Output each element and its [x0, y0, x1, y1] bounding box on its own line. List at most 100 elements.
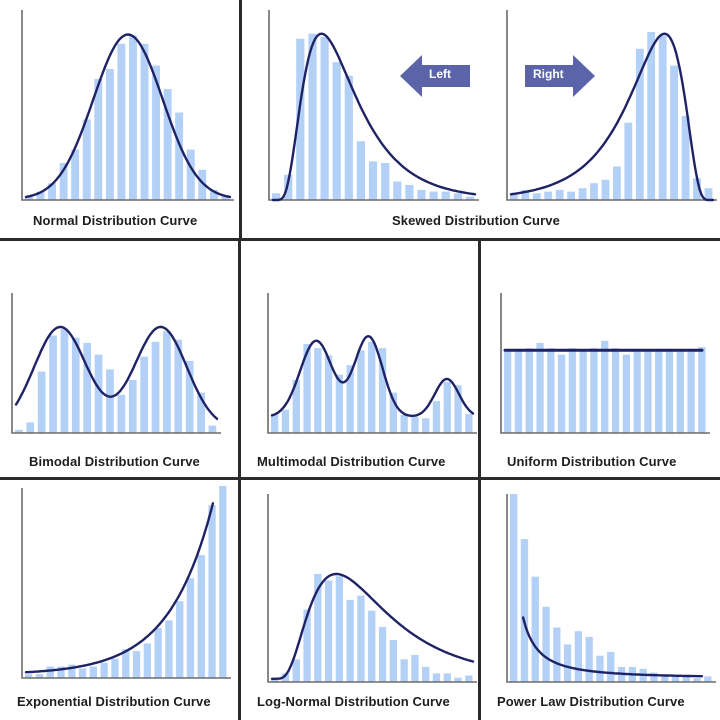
histogram-bar [465, 196, 475, 200]
histogram-bar [26, 422, 35, 433]
histogram-bar [186, 578, 195, 678]
skewed_right-axes [506, 10, 717, 201]
histogram-bar [574, 631, 582, 682]
histogram-bar [296, 38, 305, 201]
histogram-bar [46, 666, 54, 678]
histogram-bar [308, 33, 317, 201]
histogram-bar [429, 191, 438, 200]
histogram-bar [704, 676, 712, 682]
histogram-bar [611, 348, 620, 433]
skewed_left-bars [272, 33, 475, 201]
histogram-bar [271, 413, 279, 433]
histogram-bar [676, 350, 684, 433]
histogram-bar [324, 580, 333, 682]
lognormal-distribution-chart [267, 494, 477, 683]
right-arrow-shape [525, 55, 595, 97]
histogram-bar [82, 119, 91, 200]
histogram-bar [704, 188, 713, 200]
histogram-bar [644, 350, 652, 433]
multimodal-curve [270, 335, 475, 417]
histogram-bar [152, 65, 160, 200]
histogram-bar [140, 356, 148, 433]
histogram-bar [417, 189, 426, 200]
histogram-bar [590, 183, 598, 200]
histogram-bar [292, 659, 300, 682]
histogram-bar [557, 354, 566, 433]
histogram-bar [71, 337, 80, 433]
histogram-bar [568, 348, 576, 433]
histogram-bar [536, 342, 544, 433]
histogram-bar [332, 62, 341, 201]
histogram-bar [36, 191, 45, 200]
grid-line-vertical-1 [238, 240, 241, 720]
histogram-bar [613, 166, 621, 200]
histogram-bar [687, 350, 695, 433]
histogram-bar [335, 374, 343, 433]
histogram-bar [531, 576, 539, 682]
histogram-bar [281, 673, 290, 682]
histogram-bar [117, 43, 126, 200]
histogram-bar [520, 539, 529, 682]
skewed-distribution-panel: Left Right Skewed Distribution Curve [242, 0, 720, 238]
histogram-bar [15, 429, 23, 433]
powerlaw-curve [521, 616, 704, 678]
histogram-bar [400, 659, 408, 682]
histogram-bar [357, 595, 365, 682]
histogram-bar [521, 189, 530, 200]
skewed_right-curve [509, 32, 715, 202]
histogram-bar [68, 664, 76, 678]
histogram-bar [197, 555, 205, 678]
histogram-bar [693, 678, 701, 682]
histogram-bar [57, 666, 65, 678]
histogram-bar [284, 174, 293, 200]
histogram-bar [176, 601, 184, 678]
histogram-bar [698, 347, 706, 433]
histogram-bar [303, 609, 311, 682]
skewed-caption: Skewed Distribution Curve [392, 213, 560, 228]
histogram-bar [185, 360, 194, 433]
histogram-bar [514, 350, 523, 433]
histogram-bar [432, 401, 441, 433]
histogram-bar [607, 651, 615, 682]
histogram-bar [71, 149, 80, 200]
normal-caption: Normal Distribution Curve [33, 213, 198, 228]
powerlaw-distribution-chart [506, 494, 716, 683]
histogram-bar [633, 350, 641, 433]
histogram-bar [303, 344, 311, 433]
histogram-bar [585, 636, 593, 682]
normal-bars [25, 35, 230, 201]
histogram-bar [129, 35, 137, 201]
histogram-bar [335, 576, 343, 682]
multimodal-distribution-chart [267, 293, 477, 434]
histogram-bar [197, 392, 205, 433]
histogram-bar [143, 643, 151, 678]
histogram-bar [117, 394, 126, 433]
histogram-bar [35, 674, 44, 678]
normal-distribution-chart [21, 10, 234, 201]
histogram-bar [405, 184, 414, 200]
grid-line-horizontal-2 [0, 477, 720, 480]
histogram-bar [578, 188, 587, 200]
histogram-bar [111, 658, 119, 678]
histogram-bar [271, 679, 279, 682]
histogram-bar [567, 191, 575, 200]
uniform-caption: Uniform Distribution Curve [507, 454, 677, 469]
histogram-bar [661, 674, 669, 682]
histogram-bar [208, 505, 216, 678]
lognormal-distribution-panel: Log-Normal Distribution Curve [241, 480, 478, 720]
bimodal-axes [11, 293, 221, 434]
histogram-bar [344, 75, 353, 200]
right-arrow-label: Right [533, 67, 564, 81]
histogram-bar [525, 348, 533, 433]
histogram-bar [186, 149, 195, 200]
grid-line-vertical-2 [478, 240, 481, 720]
histogram-bar [544, 191, 553, 200]
skewed-left-chart [268, 10, 479, 202]
histogram-bar [89, 666, 97, 678]
histogram-bar [454, 385, 462, 433]
histogram-bar [635, 48, 644, 200]
histogram-bar [25, 196, 33, 200]
histogram-bar [579, 350, 587, 433]
histogram-bar [48, 183, 56, 200]
left-arrow-shape [400, 55, 470, 97]
